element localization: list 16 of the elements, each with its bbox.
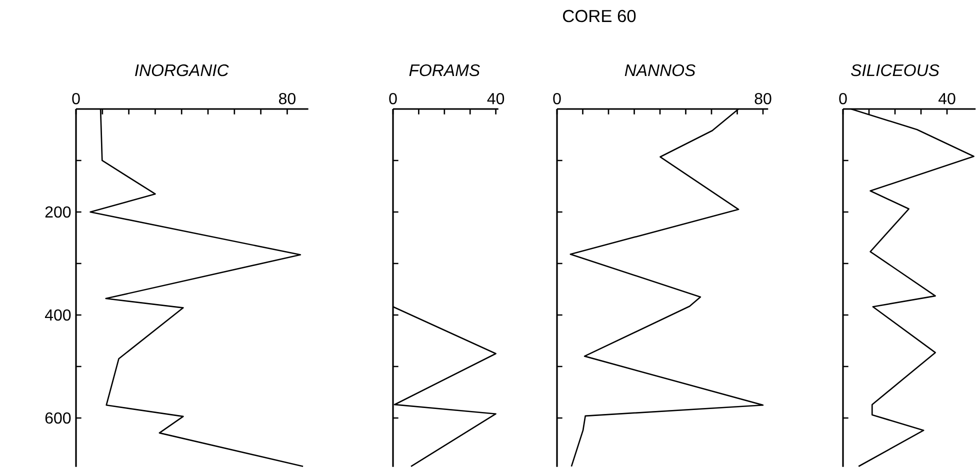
x-tick-label: 0: [389, 92, 397, 104]
x-tick-label: 80: [754, 92, 772, 104]
chart-title: CORE 60: [563, 10, 636, 22]
y-tick-label: 600: [45, 412, 71, 424]
y-tick-label: 400: [44, 309, 71, 321]
x-axis-title: NANNOS: [624, 64, 696, 76]
x-tick-label: 40: [487, 92, 504, 104]
y-tick-label: 200: [45, 206, 71, 218]
x-tick-label: 0: [72, 92, 80, 104]
x-axis-title: FORAMS: [409, 64, 480, 76]
x-tick-label: 0: [553, 92, 561, 104]
x-axis-title: INORGANIC: [135, 64, 229, 76]
x-tick-label: 40: [938, 92, 956, 104]
x-tick-label: 80: [279, 92, 296, 104]
x-axis-title: SILICEOUS: [851, 64, 940, 76]
x-tick-label: 0: [839, 92, 847, 104]
